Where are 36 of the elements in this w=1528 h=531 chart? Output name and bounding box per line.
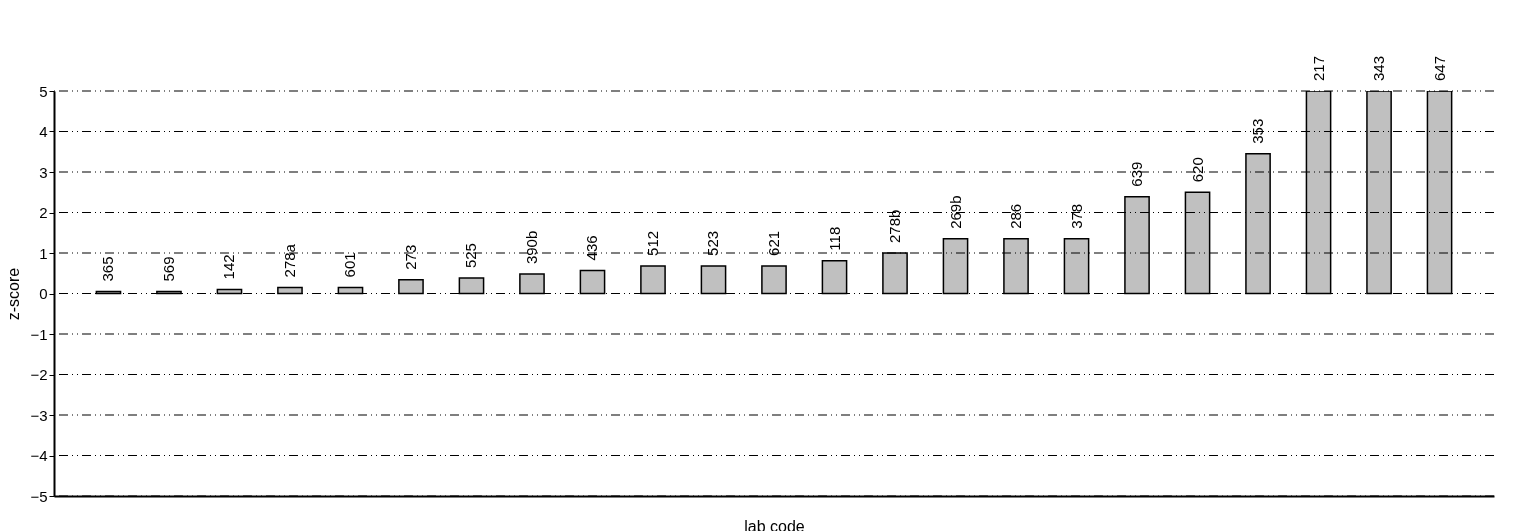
x-tick-label: 269b <box>946 195 964 229</box>
x-tick-label: 217 <box>1309 55 1327 81</box>
x-tick-label: 512 <box>643 230 661 256</box>
x-tick-label: 525 <box>462 243 480 269</box>
x-tick-label: 601 <box>341 252 359 278</box>
y-tick-label: 4 <box>39 123 48 140</box>
x-tick-label: 273 <box>401 244 419 270</box>
y-tick-label: −1 <box>30 325 48 343</box>
y-tick-label: −2 <box>30 366 48 383</box>
y-tick-label: 1 <box>39 244 48 262</box>
x-tick-label: 639 <box>1128 161 1146 187</box>
x-tick-label: 436 <box>583 235 601 261</box>
y-tick-label: 0 <box>39 285 48 302</box>
y-tick-label: 2 <box>39 204 48 221</box>
x-tick-label: 278b <box>886 209 904 243</box>
y-tick-label: −5 <box>30 487 48 505</box>
x-tick-label: 378 <box>1067 203 1085 229</box>
x-tick-label: 620 <box>1188 157 1206 183</box>
x-tick-label: 390b <box>522 230 540 265</box>
x-tick-label: 118 <box>825 226 843 251</box>
y-tick-label: 5 <box>39 82 48 100</box>
x-tick-label: 523 <box>704 230 722 256</box>
x-tick-label: 647 <box>1430 55 1448 81</box>
x-tick-label: 343 <box>1370 55 1388 81</box>
y-tick-label: 3 <box>39 163 48 181</box>
x-tick-label: 278a <box>280 243 298 278</box>
y-tick-label: −3 <box>30 406 48 424</box>
x-tick-label: 569 <box>159 256 177 282</box>
x-axis-title: lab code <box>744 517 805 531</box>
y-axis-title: z-score <box>5 267 23 321</box>
x-tick-label: 365 <box>99 256 117 282</box>
x-tick-label: 353 <box>1249 118 1267 144</box>
x-tick-label: 286 <box>1007 203 1025 229</box>
y-tick-label: −4 <box>30 447 48 464</box>
x-tick-label: 621 <box>765 230 782 256</box>
x-tick-label: 142 <box>220 254 238 280</box>
